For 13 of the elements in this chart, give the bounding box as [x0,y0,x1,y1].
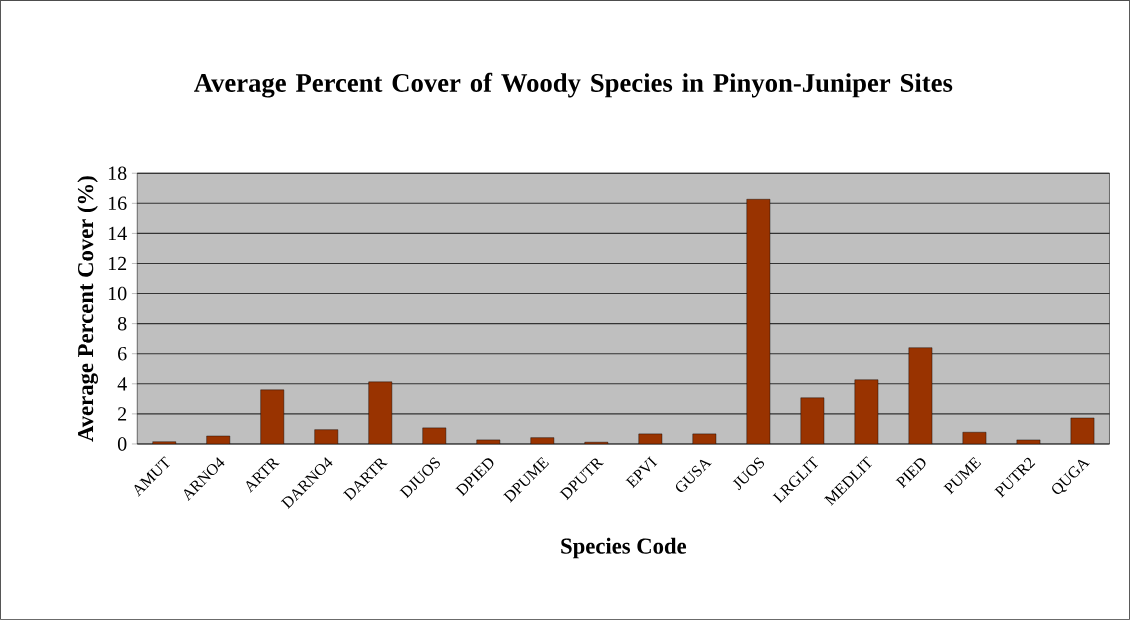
chart-title: Average Percent Cover of Woody Species in Pinyon-Juniper Sites [194,72,953,98]
y-tick-label: 14 [108,226,127,241]
y-tick-label: 6 [118,347,127,361]
x-axis-title: Species Code [561,537,687,559]
y-tick-label: 12 [108,256,127,271]
y-tick-label: 0 [117,437,127,451]
y-axis-title: Average Percent Cover (%) [77,176,99,442]
y-tick-label: 10 [108,286,127,301]
y-tick-label: 2 [118,407,127,421]
y-tick-label: 16 [108,196,127,211]
y-tick-label: 8 [117,316,127,331]
y-tick-label: 4 [117,377,127,391]
y-tick-label: 18 [108,166,127,181]
